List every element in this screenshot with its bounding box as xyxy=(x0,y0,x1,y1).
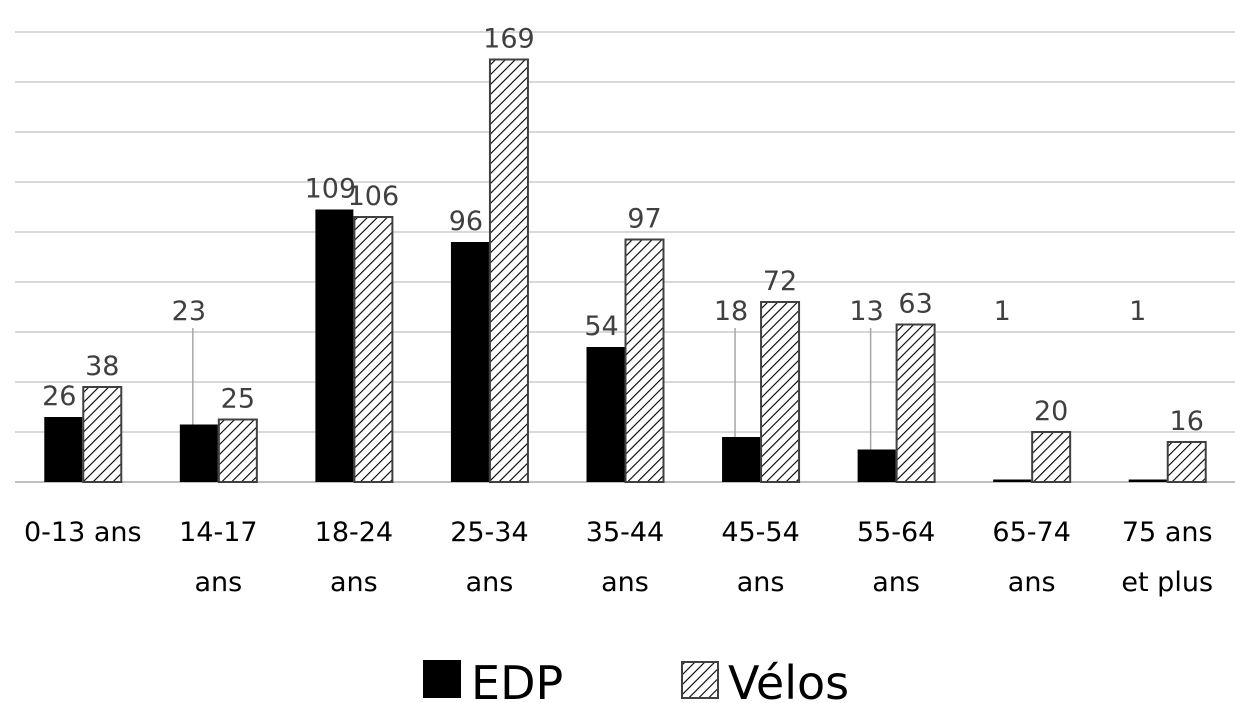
legend-swatch-edp xyxy=(423,660,461,698)
x-tick-label: ans xyxy=(872,567,920,598)
bar-velos xyxy=(760,301,801,483)
data-label-velos: 20 xyxy=(1034,396,1068,427)
x-tick-label: 18-24 xyxy=(315,517,393,548)
x-tick-label: 45-54 xyxy=(721,517,799,548)
x-axis-tick-labels: 0-13 ans 14-17 ans 18-24 ans 25-34 ans 35-44 ans… xyxy=(24,517,1213,598)
bar-velos xyxy=(217,418,258,483)
bar-velos xyxy=(353,216,394,483)
legend: EDP Vélos xyxy=(423,656,849,703)
bar-edp xyxy=(315,209,354,482)
x-tick-label: ans xyxy=(737,567,785,598)
x-tick-label: 75 ans xyxy=(1122,517,1213,548)
data-label-edp: 18 xyxy=(714,296,748,327)
bar-velos xyxy=(1166,441,1207,483)
bar-velos xyxy=(895,323,936,483)
x-tick-label: 55-64 xyxy=(857,517,935,548)
x-tick-label: 25-34 xyxy=(450,517,528,548)
bar-edp xyxy=(44,417,83,482)
x-tick-label: ans xyxy=(1008,567,1056,598)
bar-edp xyxy=(586,347,625,482)
data-label-velos: 63 xyxy=(898,289,932,320)
x-tick-label: ans xyxy=(601,567,649,598)
x-tick-label: 65-74 xyxy=(992,517,1070,548)
data-label-velos: 106 xyxy=(348,181,400,212)
bar-edp xyxy=(450,242,489,482)
bar-edp xyxy=(857,449,896,482)
bar-velos xyxy=(624,238,665,483)
data-label-edp: 109 xyxy=(305,174,357,205)
data-label-velos: 25 xyxy=(221,384,255,415)
data-label-velos: 169 xyxy=(483,24,535,55)
data-label-velos: 16 xyxy=(1170,406,1204,437)
data-label-velos: 38 xyxy=(85,351,119,382)
bars xyxy=(44,58,1207,483)
legend-swatch-velos xyxy=(681,661,719,699)
bar-velos xyxy=(82,386,123,483)
data-label-edp: 96 xyxy=(449,206,483,237)
data-label-edp: 54 xyxy=(584,311,618,342)
bar-edp xyxy=(1128,479,1167,482)
x-tick-label: ans xyxy=(330,567,378,598)
data-label-velos: 72 xyxy=(763,266,797,297)
data-label-edp: 23 xyxy=(172,296,206,327)
x-tick-label: ans xyxy=(194,567,242,598)
bar-velos xyxy=(1031,431,1072,483)
data-label-edp: 1 xyxy=(994,296,1011,327)
bar-velos xyxy=(488,58,529,483)
bar-edp xyxy=(722,437,761,482)
x-tick-label: 35-44 xyxy=(586,517,664,548)
x-tick-label: ans xyxy=(466,567,514,598)
legend-label-edp: EDP xyxy=(471,656,563,703)
data-label-edp: 13 xyxy=(849,296,883,327)
x-tick-label: 14-17 xyxy=(179,517,257,548)
x-tick-label: et plus xyxy=(1121,567,1213,598)
bar-edp xyxy=(993,479,1032,482)
bar-edp xyxy=(179,424,218,482)
x-tick-label: 0-13 ans xyxy=(24,517,142,548)
data-label-edp: 26 xyxy=(42,381,76,412)
data-label-velos: 97 xyxy=(627,204,661,235)
data-label-edp: 1 xyxy=(1129,296,1146,327)
legend-label-velos: Vélos xyxy=(728,656,849,703)
